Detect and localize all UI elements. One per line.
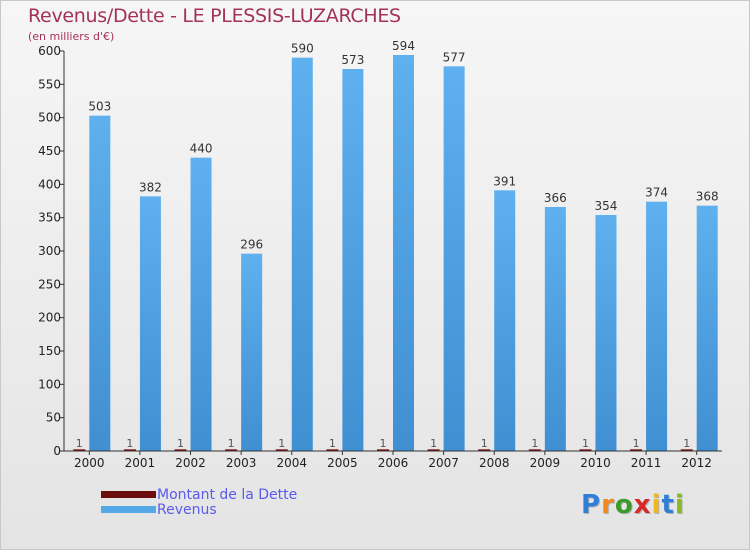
- y-axis: 0 50 100 150 200 250 300 350 400 450 500 550 600: [38, 44, 65, 458]
- x-tick-label: 2011: [631, 456, 662, 470]
- bar-revenus: [494, 190, 516, 452]
- data-label-revenus: 594: [392, 39, 415, 53]
- data-label-revenus: 440: [190, 142, 213, 156]
- data-label-revenus: 366: [544, 191, 567, 205]
- x-tick-label: 2012: [681, 456, 712, 470]
- bar-dette: [630, 449, 643, 451]
- data-label-revenus: 577: [443, 50, 466, 64]
- y-tick-label: 400: [38, 177, 61, 191]
- data-label-dette: 1: [329, 437, 336, 450]
- bar-dette: [377, 449, 389, 451]
- bar-revenus: [595, 215, 617, 451]
- data-label-dette: 1: [531, 437, 538, 450]
- y-tick-label: 0: [53, 444, 61, 458]
- data-label-dette: 1: [380, 437, 387, 450]
- y-tick-label: 200: [38, 311, 61, 325]
- chart-subtitle: (en milliers d'€): [28, 30, 115, 43]
- bar-revenus: [139, 196, 161, 451]
- x-axis: 2000 2001 2002 2003 2004 2005 2006 2007 2008 2009…: [64, 450, 722, 470]
- bars: 1 503 1 382 1 440 1 296 1 590 1 573 1 594 1 577 1 391 1 366…: [73, 39, 719, 452]
- bar-dette: [123, 449, 136, 451]
- data-label-dette: 1: [177, 437, 184, 450]
- data-label-dette: 1: [278, 437, 285, 450]
- logo-letter: t: [661, 490, 675, 520]
- legend-swatch-revenus: [101, 506, 156, 513]
- data-label-revenus: 573: [341, 53, 364, 67]
- bar-dette: [680, 449, 693, 451]
- x-tick-label: 2004: [276, 456, 307, 470]
- legend-label-revenus: Revenus: [157, 502, 217, 518]
- x-tick-label: 2010: [580, 456, 611, 470]
- bar-revenus: [393, 55, 414, 451]
- bar-revenus: [544, 207, 566, 451]
- bar-dette: [579, 449, 592, 451]
- bar-revenus: [89, 115, 111, 452]
- bar-revenus: [241, 253, 263, 451]
- data-label-revenus: 503: [88, 100, 111, 114]
- legend-label-dette: Montant de la Dette: [157, 487, 298, 503]
- x-tick-label: 2000: [74, 456, 105, 470]
- y-tick-label: 50: [46, 411, 61, 425]
- y-tick-label: 250: [38, 277, 61, 291]
- bar-dette: [478, 449, 491, 451]
- bar-dette: [225, 449, 238, 451]
- x-tick-label: 2009: [530, 456, 561, 470]
- bar-revenus: [342, 69, 364, 451]
- chart-title: Revenus/Dette - LE PLESSIS-LUZARCHES: [28, 5, 401, 27]
- y-tick-label: 450: [38, 144, 61, 158]
- logo-letter: i: [651, 490, 662, 520]
- bar-revenus: [443, 66, 465, 451]
- bar-dette: [528, 449, 541, 451]
- y-tick-label: 600: [38, 44, 61, 58]
- bar-dette: [427, 449, 440, 451]
- data-label-revenus: 590: [291, 42, 314, 56]
- data-label-dette: 1: [633, 437, 640, 450]
- y-tick-label: 500: [38, 111, 61, 125]
- logo-letter: r: [601, 490, 615, 520]
- y-tick-label: 100: [38, 377, 61, 391]
- bar-dette: [73, 449, 86, 451]
- bar-dette: [275, 449, 288, 451]
- bar-dette: [326, 449, 339, 451]
- data-label-dette: 1: [76, 437, 83, 450]
- x-tick-label: 2003: [226, 456, 257, 470]
- bar-revenus: [646, 201, 668, 451]
- bar-revenus: [291, 57, 313, 452]
- y-tick-label: 550: [38, 77, 61, 91]
- logo-letter: o: [614, 490, 634, 520]
- data-label-dette: 1: [126, 437, 133, 450]
- x-tick-label: 2008: [479, 456, 510, 470]
- bar-revenus: [696, 205, 718, 451]
- bar-dette: [174, 449, 187, 451]
- data-label-dette: 1: [582, 437, 589, 450]
- data-label-revenus: 382: [139, 180, 162, 194]
- y-tick-label: 150: [38, 344, 61, 358]
- y-tick-label: 300: [38, 244, 61, 258]
- data-label-dette: 1: [481, 437, 488, 450]
- data-label-revenus: 391: [493, 174, 516, 188]
- data-label-dette: 1: [228, 437, 235, 450]
- data-label-revenus: 354: [595, 199, 618, 213]
- data-label-revenus: 296: [240, 238, 263, 252]
- data-label-dette: 1: [683, 437, 690, 450]
- legend-swatch-dette: [101, 491, 156, 498]
- bar-revenus: [190, 157, 212, 451]
- x-tick-label: 2002: [175, 456, 206, 470]
- logo-letter: i: [674, 490, 685, 520]
- proxiti-logo: Proxiti: [581, 490, 685, 520]
- x-tick-label: 2001: [125, 456, 156, 470]
- data-label-revenus: 368: [696, 190, 719, 204]
- data-label-revenus: 374: [645, 186, 668, 200]
- x-tick-label: 2007: [428, 456, 459, 470]
- data-label-dette: 1: [430, 437, 437, 450]
- logo-letter: x: [633, 490, 652, 520]
- x-tick-label: 2006: [378, 456, 409, 470]
- x-tick-label: 2005: [327, 456, 358, 470]
- logo-letter: P: [581, 490, 602, 520]
- y-tick-label: 350: [38, 211, 61, 225]
